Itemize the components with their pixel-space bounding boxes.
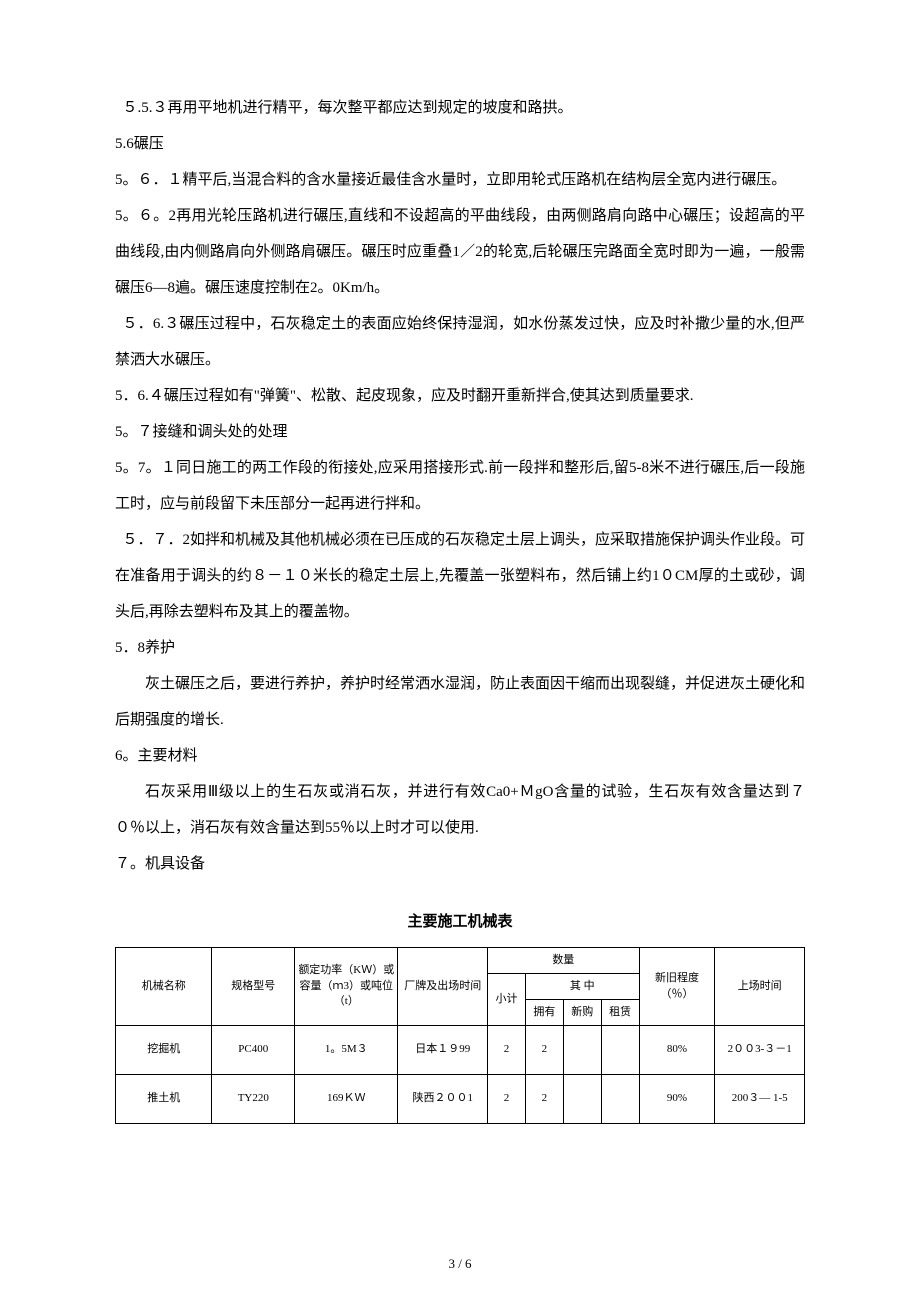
cell-name: 挖掘机 <box>116 1026 212 1075</box>
cell-factory: 日本１９99 <box>398 1026 488 1075</box>
heading-6: 6。主要材料 <box>115 738 805 774</box>
heading-5-6: 5.6碾压 <box>115 126 805 162</box>
cell-enter: 2００3-３－1 <box>715 1026 805 1075</box>
paragraph-5-5-3: ５.5.３再用平地机进行精平，每次整平都应达到规定的坡度和路拱。 <box>115 90 805 126</box>
cell-new <box>563 1026 601 1075</box>
cell-power: 169ＫＷ <box>295 1075 398 1124</box>
cell-rent <box>601 1075 639 1124</box>
col-power: 额定功率（KＷ）或容量（ｍ3）或吨位（t） <box>295 948 398 1026</box>
cell-condition: 90% <box>639 1075 715 1124</box>
cell-owned: 2 <box>525 1026 563 1075</box>
heading-7: ７。机具设备 <box>115 846 805 882</box>
heading-5-7: 5。７接缝和调头处的处理 <box>115 414 805 450</box>
col-spec: 规格型号 <box>212 948 295 1026</box>
paragraph-5-6-3: ５．6.３碾压过程中，石灰稳定土的表面应始终保持湿润，如水份蒸发过快，应及时补撒… <box>115 306 805 378</box>
cell-subtotal: 2 <box>488 1026 526 1075</box>
table-header: 机械名称 规格型号 额定功率（KＷ）或容量（ｍ3）或吨位（t） 厂牌及出场时间 … <box>116 948 805 1026</box>
paragraph-5-6-4: 5．6.４碾压过程如有"弹簧"、松散、起皮现象，应及时翻开重新拌合,使其达到质量… <box>115 378 805 414</box>
table-row: 推土机 TY220 169ＫＷ 陕西２００1 2 2 90% 200３— 1-5 <box>116 1075 805 1124</box>
paragraph-5-7-1: 5。7。１同日施工的两工作段的衔接处,应采用搭接形式.前一段拌和整形后,留5-8… <box>115 450 805 522</box>
col-subtotal: 小计 <box>488 974 526 1026</box>
table-header-row-1: 机械名称 规格型号 额定功率（KＷ）或容量（ｍ3）或吨位（t） 厂牌及出场时间 … <box>116 948 805 974</box>
cell-condition: 80% <box>639 1026 715 1075</box>
cell-power: 1。5M３ <box>295 1026 398 1075</box>
machinery-table: 机械名称 规格型号 额定功率（KＷ）或容量（ｍ3）或吨位（t） 厂牌及出场时间 … <box>115 947 805 1124</box>
table-row: 挖掘机 PC400 1。5M３ 日本１９99 2 2 80% 2００3-３－1 <box>116 1026 805 1075</box>
cell-owned: 2 <box>525 1075 563 1124</box>
col-enter: 上场时间 <box>715 948 805 1026</box>
document-page: ５.5.３再用平地机进行精平，每次整平都应达到规定的坡度和路拱。 5.6碾压 5… <box>0 0 920 1302</box>
cell-new <box>563 1075 601 1124</box>
col-owned: 拥有 <box>525 1000 563 1026</box>
heading-5-8: 5．8养护 <box>115 630 805 666</box>
cell-factory: 陕西２００1 <box>398 1075 488 1124</box>
cell-name: 推土机 <box>116 1075 212 1124</box>
paragraph-6-body: 石灰采用Ⅲ级以上的生石灰或消石灰，并进行有效Ca0+ＭgO含量的试验，生石灰有效… <box>115 774 805 846</box>
cell-enter: 200３— 1-5 <box>715 1075 805 1124</box>
paragraph-5-6-1: 5。６．１精平后,当混合料的含水量接近最佳含水量时，立即用轮式压路机在结构层全宽… <box>115 162 805 198</box>
paragraph-5-8-body: 灰土碾压之后，要进行养护，养护时经常洒水湿润，防止表面因干缩而出现裂缝，并促进灰… <box>115 666 805 738</box>
col-name: 机械名称 <box>116 948 212 1026</box>
col-factory: 厂牌及出场时间 <box>398 948 488 1026</box>
cell-rent <box>601 1026 639 1075</box>
col-condition: 新旧程度（％） <box>639 948 715 1026</box>
paragraph-5-7-2: ５．７．2如拌和机械及其他机械必须在已压成的石灰稳定土层上调头，应采取措施保护调… <box>115 522 805 630</box>
table-body: 挖掘机 PC400 1。5M３ 日本１９99 2 2 80% 2００3-３－1 … <box>116 1026 805 1124</box>
cell-subtotal: 2 <box>488 1075 526 1124</box>
table-title: 主要施工机械表 <box>115 910 805 931</box>
col-qty: 数量 <box>488 948 640 974</box>
col-rent: 租赁 <box>601 1000 639 1026</box>
page-number: 3 / 6 <box>0 1256 920 1272</box>
col-new: 新购 <box>563 1000 601 1026</box>
paragraph-5-6-2: 5。６。2再用光轮压路机进行碾压,直线和不设超高的平曲线段，由两侧路肩向路中心碾… <box>115 198 805 306</box>
col-among: 其 中 <box>525 974 639 1000</box>
cell-spec: PC400 <box>212 1026 295 1075</box>
cell-spec: TY220 <box>212 1075 295 1124</box>
